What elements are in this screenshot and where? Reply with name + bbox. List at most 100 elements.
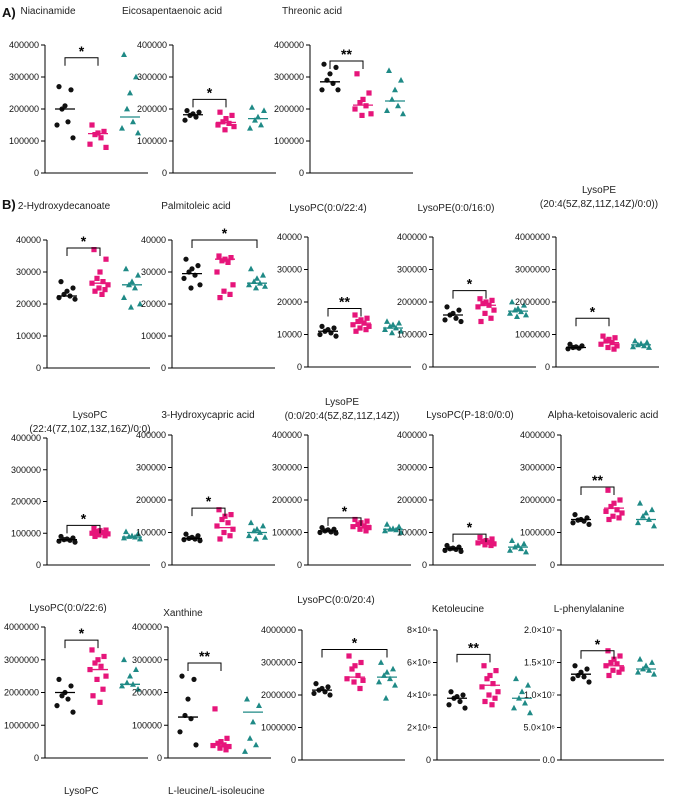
y-tick-label: 30000	[141, 267, 166, 277]
data-point	[475, 540, 481, 546]
data-point	[247, 735, 253, 741]
data-point	[123, 265, 129, 272]
data-point	[614, 661, 620, 667]
y-tick-label: 400000	[137, 40, 167, 50]
y-tick-label: 200000	[397, 495, 427, 505]
data-point	[135, 686, 141, 692]
panel-12: LysoPC(P-18:0/0:0) 0 100000 200000 300000 400…	[397, 410, 536, 570]
data-point	[121, 294, 127, 300]
y-tick-label: 400000	[274, 40, 304, 50]
data-point	[196, 109, 202, 115]
data-point	[353, 328, 359, 334]
data-point	[444, 304, 450, 310]
y-tick-label: 2000000	[4, 688, 39, 698]
y-tick-label: 20000	[16, 299, 41, 309]
data-point	[124, 105, 130, 112]
y-tick-label: 6×10⁶	[407, 658, 431, 668]
data-point	[644, 339, 650, 345]
panel-title: LysoPE(0:0/16:0)	[418, 203, 495, 214]
data-point	[216, 507, 222, 513]
y-tick-label: 200000	[136, 495, 166, 505]
y-tick-label: 0	[297, 362, 302, 372]
data-point	[183, 256, 189, 262]
panel-title: 3-Hydroxycapric acid	[161, 410, 254, 421]
data-point	[570, 676, 576, 682]
data-point	[606, 336, 612, 342]
data-point	[619, 666, 625, 672]
y-tick-label: 1000000	[261, 723, 296, 733]
data-point	[252, 117, 258, 123]
data-point	[346, 653, 352, 659]
data-point	[458, 548, 464, 554]
significance-label: **	[341, 46, 352, 62]
data-point	[105, 282, 111, 288]
y-tick-label: 100000	[274, 136, 304, 146]
data-point	[352, 663, 358, 669]
data-point	[359, 112, 365, 118]
data-point	[135, 272, 141, 278]
data-point	[89, 122, 95, 128]
data-point	[462, 705, 468, 711]
data-point	[453, 315, 459, 321]
data-point	[349, 666, 355, 672]
significance-label: *	[352, 635, 358, 651]
data-point	[96, 532, 102, 538]
data-point	[98, 663, 104, 669]
y-tick-label: 300000	[136, 463, 166, 473]
data-point	[248, 265, 254, 272]
data-point	[491, 307, 497, 313]
data-point	[100, 686, 106, 692]
data-point	[366, 323, 372, 329]
data-point	[453, 546, 459, 553]
data-point	[616, 669, 622, 675]
data-point	[614, 343, 620, 349]
data-point	[182, 117, 188, 123]
significance-bracket	[327, 517, 362, 526]
data-point	[177, 729, 183, 735]
data-point	[119, 682, 125, 689]
data-point	[581, 674, 587, 680]
data-point	[214, 523, 220, 529]
data-point	[457, 698, 463, 705]
data-point	[127, 672, 133, 679]
data-point	[523, 311, 529, 318]
data-point	[518, 545, 524, 552]
significance-label: *	[79, 625, 85, 641]
y-tick-label: 0	[157, 753, 162, 763]
data-point	[649, 659, 655, 665]
data-point	[509, 298, 515, 305]
data-point	[527, 709, 533, 716]
y-tick-label: 3000000	[520, 463, 555, 473]
data-point	[378, 659, 384, 665]
data-point	[493, 668, 499, 674]
data-point	[366, 90, 372, 96]
y-tick-label: 1000000	[515, 330, 550, 340]
data-point	[68, 683, 74, 689]
data-point	[317, 331, 323, 338]
y-tick-label: 400000	[272, 430, 302, 440]
data-point	[217, 536, 223, 542]
data-point	[127, 89, 133, 96]
data-point	[611, 346, 617, 352]
data-point	[195, 263, 201, 269]
panel-9: LysoPC (22:4(7Z,10Z,13Z,16Z)/0:0) 0 100000 2…	[11, 410, 151, 570]
panel-6: LysoPC(0:0/22:4) 0 10000 20000 30000 40000 **	[277, 203, 411, 372]
data-point	[606, 672, 612, 679]
significance-bracket	[191, 507, 226, 517]
data-point	[507, 547, 513, 553]
panel-title: LysoPC	[73, 410, 108, 421]
data-point	[333, 530, 339, 536]
panel-title: Threonic acid	[282, 6, 342, 17]
data-point	[215, 740, 221, 746]
panel-10: 3-Hydroxycapric acid 0 100000 200000 300000 4…	[136, 410, 275, 570]
data-point	[247, 125, 253, 131]
data-point	[352, 312, 358, 318]
y-tick-label: 400000	[11, 433, 41, 443]
y-tick-label: 200000	[274, 104, 304, 114]
panel-14: LysoPC(0:0/22:6) 0 1000000 2000000 3000000 40…	[4, 603, 148, 763]
panel-title: Eicosapentaenoic acid	[122, 6, 222, 17]
data-point	[325, 684, 331, 690]
panel-title: (0:0/20:4(5Z,8Z,11Z,14Z))	[285, 411, 400, 422]
data-point	[495, 689, 501, 695]
